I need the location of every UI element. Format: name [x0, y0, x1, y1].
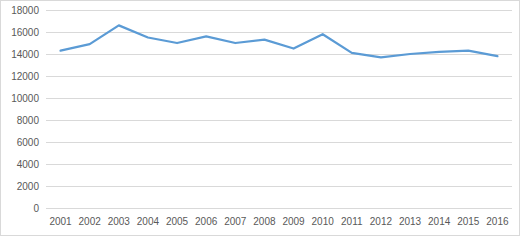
y-tick-label: 18000: [11, 5, 39, 16]
x-tick-label: 2008: [253, 216, 276, 227]
x-tick-label: 2012: [370, 216, 393, 227]
y-tick-label: 6000: [17, 137, 40, 148]
x-tick-label: 2014: [428, 216, 451, 227]
x-tick-label: 2011: [341, 216, 363, 227]
x-tick-label: 2003: [108, 216, 131, 227]
x-tick-label: 2013: [399, 216, 422, 227]
grid-line: [46, 186, 512, 187]
plot-area: [61, 25, 498, 57]
y-tick-label: 0: [33, 203, 39, 214]
grid-line: [46, 98, 512, 99]
y-tick-label: 16000: [11, 27, 39, 38]
x-tick-label: 2002: [79, 216, 102, 227]
y-tick-label: 8000: [17, 115, 40, 126]
y-tick-label: 2000: [17, 181, 40, 192]
data-line: [61, 25, 498, 57]
x-tick-label: 2006: [195, 216, 218, 227]
grid-line: [46, 32, 512, 33]
grid-line: [46, 164, 512, 165]
x-tick-label: 2004: [137, 216, 160, 227]
y-tick-label: 12000: [11, 71, 39, 82]
grid-line: [46, 142, 512, 143]
grid-line: [46, 120, 512, 121]
x-axis-line: [46, 208, 512, 209]
y-tick-label: 14000: [11, 49, 39, 60]
x-tick-label: 2001: [49, 216, 72, 227]
x-tick-label: 2015: [457, 216, 480, 227]
grid-line: [46, 76, 512, 77]
y-grid: [46, 11, 512, 187]
chart-svg: 0 2000 4000 6000 8000 10000 12000 14000 16000 180…: [0, 0, 520, 236]
chart-border: [1, 1, 520, 236]
y-tick-label: 10000: [11, 93, 39, 104]
y-tick-label: 4000: [17, 159, 40, 170]
chart-container: 0 2000 4000 6000 8000 10000 12000 14000 16000 180…: [0, 0, 520, 236]
grid-line: [46, 54, 512, 55]
grid-line: [46, 10, 512, 11]
x-tick-label: 2007: [224, 216, 247, 227]
x-tick-label: 2010: [312, 216, 335, 227]
x-tick-label: 2016: [486, 216, 509, 227]
x-tick-label: 2009: [282, 216, 305, 227]
x-tick-label: 2005: [166, 216, 189, 227]
